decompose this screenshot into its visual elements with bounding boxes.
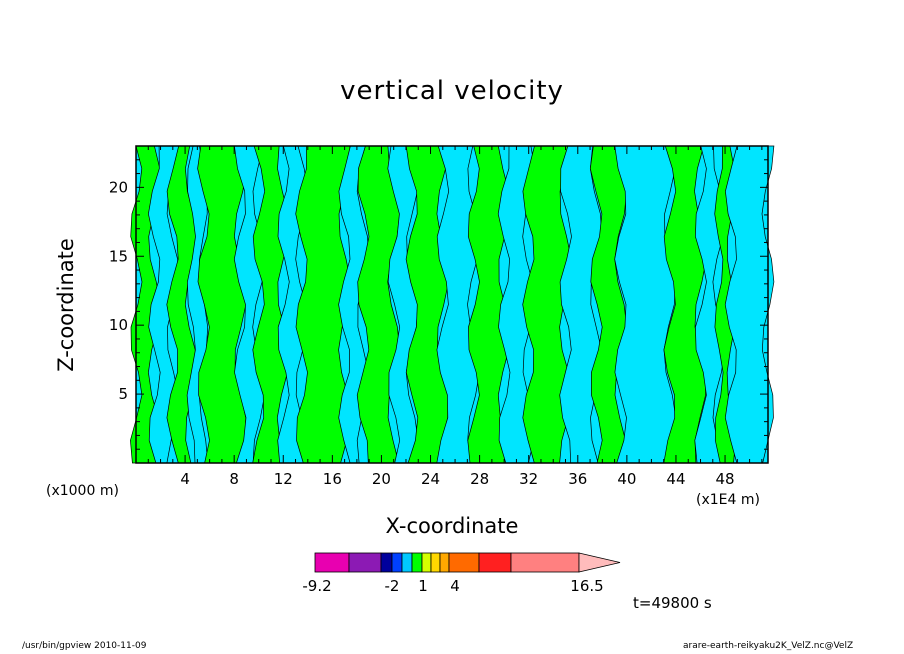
colorbar-label: 16.5 bbox=[570, 577, 603, 595]
x-unit-left: (x1000 m) bbox=[46, 483, 119, 499]
colorbar-label: -2 bbox=[385, 577, 400, 595]
velocity-column bbox=[197, 145, 247, 464]
colorbar-label: 1 bbox=[418, 577, 428, 595]
y-tick-label: 5 bbox=[118, 385, 128, 403]
chart-title: vertical velocity bbox=[340, 76, 564, 106]
x-unit-right: (x1E4 m) bbox=[696, 492, 760, 508]
colorbar: -9.2 -2 1 4 16.5 bbox=[302, 552, 621, 595]
plot-columns bbox=[130, 145, 775, 464]
colorbar-segment bbox=[401, 552, 413, 573]
y-tick-label: 20 bbox=[109, 178, 128, 196]
x-tick-label: 4 bbox=[180, 470, 190, 488]
colorbar-segment bbox=[314, 552, 350, 573]
colorbar-label: -9.2 bbox=[302, 577, 331, 595]
colorbar-segment bbox=[348, 552, 382, 573]
x-tick-label: 20 bbox=[372, 470, 391, 488]
y-tick-label: 10 bbox=[109, 316, 128, 334]
y-tick-label: 15 bbox=[109, 247, 128, 265]
x-tick-label: 40 bbox=[617, 470, 636, 488]
x-tick-label: 8 bbox=[229, 470, 239, 488]
x-ticks: 4 8 12 16 20 24 28 32 36 40 44 48 bbox=[147, 146, 763, 488]
colorbar-segment bbox=[510, 552, 580, 573]
colorbar-segment bbox=[391, 552, 403, 573]
x-tick-label: 32 bbox=[519, 470, 538, 488]
x-tick-label: 28 bbox=[470, 470, 489, 488]
colorbar-segment bbox=[380, 552, 393, 573]
x-tick-label: 36 bbox=[568, 470, 587, 488]
x-tick-label: 16 bbox=[323, 470, 342, 488]
x-tick-label: 24 bbox=[421, 470, 440, 488]
colorbar-label: 4 bbox=[450, 577, 460, 595]
colorbar-segment bbox=[478, 552, 512, 573]
x-tick-label: 12 bbox=[274, 470, 293, 488]
colorbar-segment bbox=[448, 552, 480, 573]
colorbar-segment bbox=[421, 552, 432, 573]
plot-frame bbox=[135, 145, 769, 464]
time-stamp: t=49800 s bbox=[633, 594, 712, 612]
footer-left: /usr/bin/gpview 2010-11-09 bbox=[22, 641, 147, 651]
colorbar-segment bbox=[430, 552, 441, 573]
colorbar-segment bbox=[439, 552, 450, 573]
x-tick-label: 44 bbox=[666, 470, 685, 488]
x-tick-label: 48 bbox=[716, 470, 735, 488]
plot-border bbox=[135, 145, 769, 464]
x-axis-label: X-coordinate bbox=[385, 514, 519, 538]
footer-right: arare-earth-reikyaku2K_VelZ.nc@VelZ bbox=[683, 641, 854, 651]
colorbar-segment bbox=[411, 552, 423, 573]
colorbar-arrow bbox=[578, 552, 621, 573]
y-ticks: 5 10 15 20 bbox=[109, 159, 768, 450]
